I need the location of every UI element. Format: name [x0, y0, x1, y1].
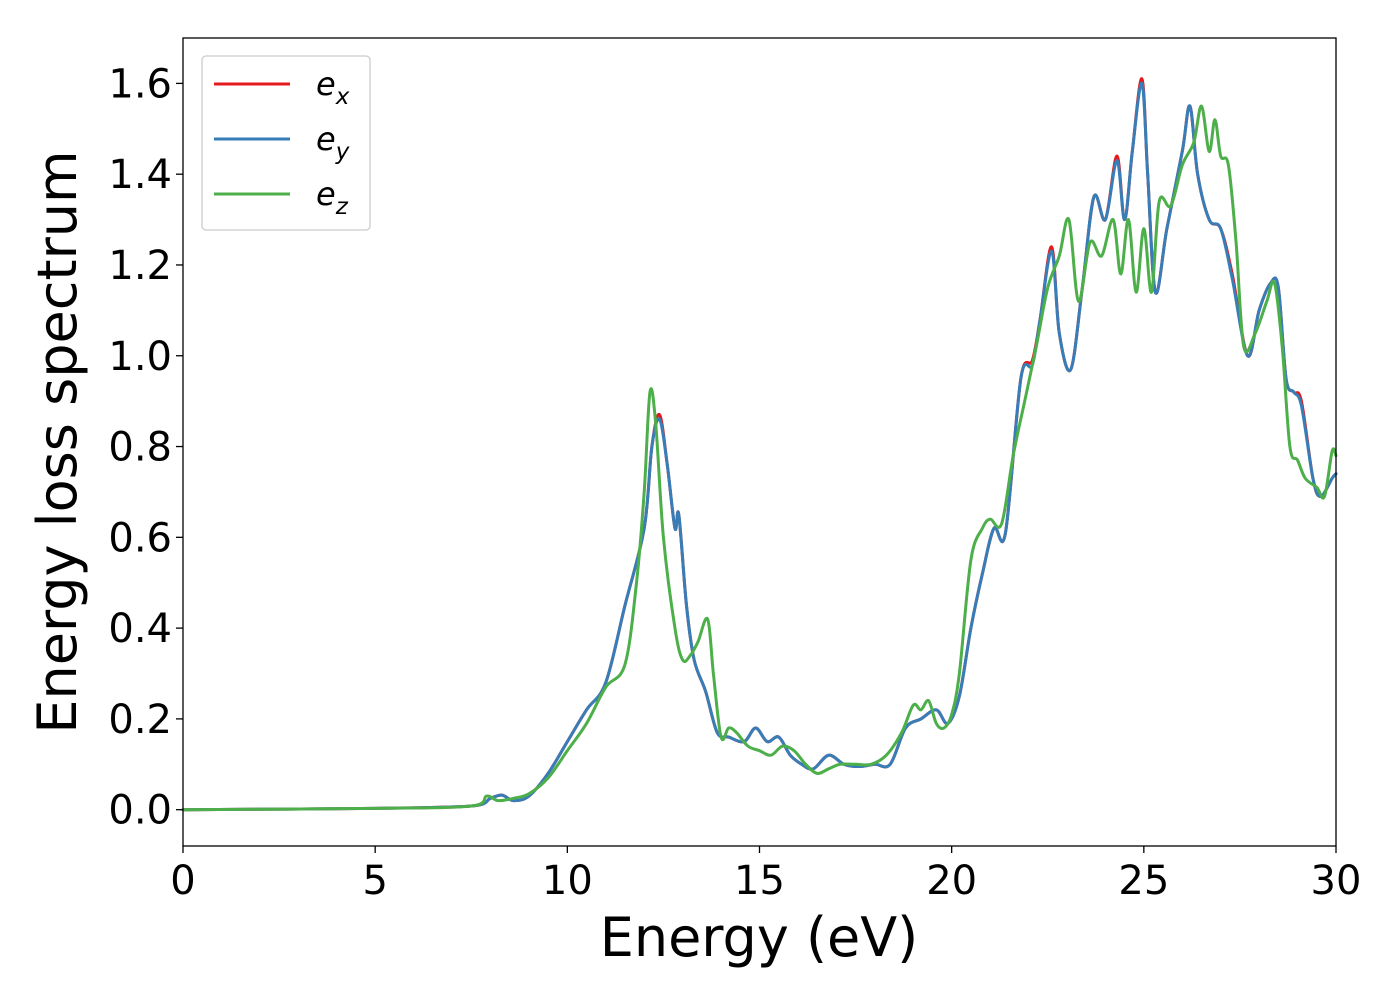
legend-box	[201, 55, 371, 231]
x-axis-ticks: 0 5 10 15 20 25 30	[170, 846, 1361, 904]
y-tick-label: 1.2	[108, 243, 172, 289]
x-tick-label: 15	[734, 858, 785, 904]
series-line-y	[181, 81, 1338, 812]
y-axis-ticks: 0.0 0.2 0.4 0.6 0.8 1.0 1.2 1.4 1.6	[108, 61, 183, 834]
x-axis-label: Energy (eV)	[600, 906, 919, 969]
y-tick-label: 0.0	[108, 788, 172, 834]
x-tick-label: 30	[1311, 858, 1362, 904]
y-tick-label: 1.4	[108, 152, 172, 198]
x-tick-label: 10	[542, 858, 593, 904]
legend-subscript: y	[335, 139, 350, 165]
x-tick-label: 25	[1118, 858, 1169, 904]
legend-subscript: x	[335, 84, 350, 110]
legend-subscript: z	[335, 194, 349, 220]
x-tick-label: 5	[362, 858, 387, 904]
y-tick-label: 0.2	[108, 697, 172, 743]
x-tick-label: 0	[170, 858, 195, 904]
y-tick-label: 1.6	[108, 61, 172, 107]
y-tick-label: 0.6	[108, 515, 172, 561]
series-line-z	[181, 104, 1338, 812]
y-tick-label: 0.4	[108, 606, 172, 652]
series-layer	[181, 77, 1338, 812]
x-tick-label: 20	[926, 858, 977, 904]
y-tick-label: 1.0	[108, 334, 172, 380]
y-tick-label: 0.8	[108, 425, 172, 471]
y-axis-label: Energy loss spectrum	[26, 150, 89, 733]
